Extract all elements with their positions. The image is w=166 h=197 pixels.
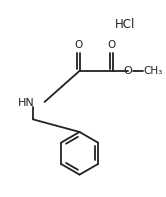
Text: O: O — [74, 41, 83, 50]
Text: HN: HN — [18, 98, 35, 108]
Text: HCl: HCl — [115, 18, 135, 31]
Text: O: O — [124, 66, 132, 76]
Text: CH₃: CH₃ — [144, 66, 163, 76]
Text: O: O — [107, 41, 116, 50]
